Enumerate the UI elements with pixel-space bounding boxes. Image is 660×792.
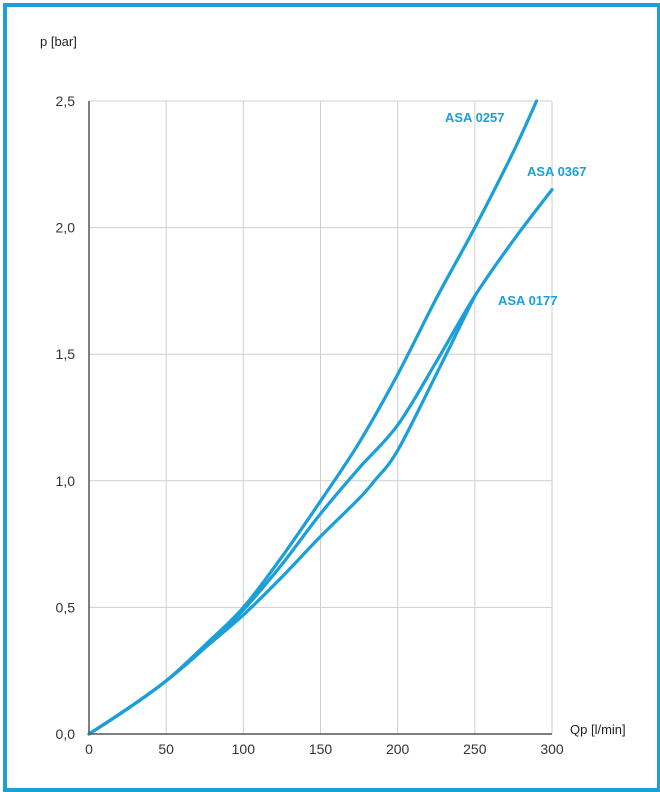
x-tick-label: 150: [309, 741, 333, 757]
y-tick-label: 2,0: [56, 220, 76, 236]
series-line-asa-0257: [87, 99, 539, 736]
x-tick-label: 250: [463, 741, 487, 757]
series-labels: ASA 0257 ASA 0367 ASA 0177: [445, 110, 587, 308]
y-tick-label: 2,5: [56, 93, 76, 109]
y-tick-label: 1,0: [56, 473, 76, 489]
series-line-asa-0177: [87, 294, 477, 736]
chart-frame: [3, 3, 660, 792]
series-label-asa-0367: ASA 0367: [527, 164, 587, 179]
y-tick-label: 0,0: [56, 726, 76, 742]
x-tick-label: 100: [232, 741, 256, 757]
x-tick-label: 200: [386, 741, 410, 757]
grid: [89, 100, 553, 734]
axes: [88, 101, 552, 735]
x-tick-label: 50: [158, 741, 174, 757]
curves: [87, 99, 554, 736]
tick-labels: 0 50 100 150 200 250 300 0,0 0,5 1,0 1,5 2,0 2,5: [56, 93, 564, 757]
x-axis-label: Qp [l/min]: [570, 722, 626, 737]
x-tick-label: 300: [540, 741, 564, 757]
series-label-asa-0177: ASA 0177: [498, 293, 558, 308]
series-label-asa-0257: ASA 0257: [445, 110, 505, 125]
x-tick-label: 0: [85, 741, 93, 757]
y-tick-label: 1,5: [56, 346, 76, 362]
y-axis-label: p [bar]: [40, 34, 77, 49]
y-tick-label: 0,5: [56, 599, 76, 615]
